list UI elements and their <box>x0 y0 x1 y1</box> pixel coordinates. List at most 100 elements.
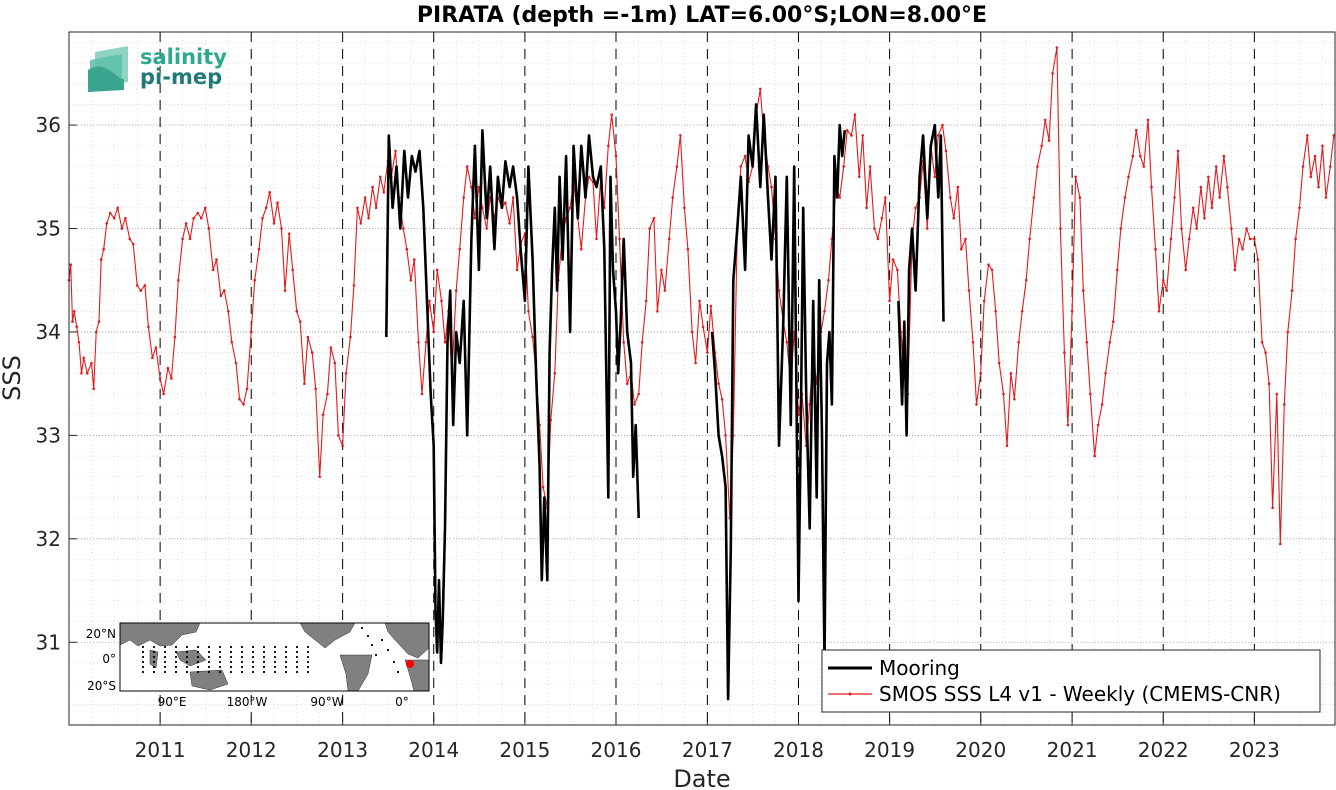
tao-buoy-dot <box>251 660 255 664</box>
tao-buoy-dot <box>163 645 167 649</box>
tao-buoy-dot <box>284 645 288 649</box>
x-tick-label: 2018 <box>773 738 824 762</box>
smos-data-point <box>1233 268 1237 272</box>
tao-buoy-dot <box>185 650 189 654</box>
y-tick-label: 31 <box>36 630 61 654</box>
tao-buoy-dot <box>218 655 222 659</box>
smos-data-point <box>166 366 170 370</box>
smos-data-point <box>326 392 329 396</box>
inset-landmass <box>119 622 201 647</box>
tao-buoy-dot <box>284 670 288 674</box>
inset-map-buoy-array <box>141 626 400 674</box>
smos-data-point <box>77 341 81 344</box>
smos-data-point <box>1051 72 1054 75</box>
inset-lon-label-180w: 180°W <box>227 695 268 709</box>
smos-data-point <box>249 330 253 334</box>
smos-data-point <box>553 372 557 375</box>
smos-data-point <box>1123 196 1127 199</box>
smos-data-point <box>1089 392 1092 396</box>
smos-data-point <box>131 242 135 246</box>
smos-data-point <box>352 284 356 287</box>
smos-data-point <box>1317 185 1320 189</box>
smos-data-point <box>1321 144 1324 148</box>
tao-buoy-dot <box>240 645 244 649</box>
smos-data-point <box>1207 175 1210 179</box>
smos-data-point <box>1024 278 1028 282</box>
smos-data-point <box>1040 144 1043 148</box>
smos-data-point <box>1104 372 1107 375</box>
smos-data-point <box>272 222 276 225</box>
inset-lat-label-20n: 20°N <box>86 627 116 641</box>
smos-data-point <box>1043 118 1047 122</box>
smos-data-point <box>261 216 264 220</box>
smos-data-point <box>349 335 352 339</box>
smos-data-point <box>1096 423 1100 427</box>
smos-data-point <box>1245 227 1248 230</box>
smos-data-point <box>314 387 318 391</box>
smos-data-point <box>952 216 956 220</box>
smos-data-point <box>1290 289 1294 292</box>
x-tick-label: 2014 <box>408 738 459 762</box>
smos-data-point <box>1082 289 1085 292</box>
smos-data-point <box>1248 237 1252 241</box>
smos-data-point <box>683 206 686 210</box>
tao-buoy-dot <box>240 665 244 669</box>
smos-data-point <box>777 289 781 292</box>
axis-layer: 31 32 33 34 35 36 2011 2012 2013 2014 2015 2016 2017… <box>36 113 1280 762</box>
smos-data-point <box>964 237 967 241</box>
tao-buoy-dot <box>295 650 299 654</box>
chart-title: PIRATA (depth =-1m) LAT=6.00°S;LON=8.00°… <box>417 3 987 28</box>
smos-data-point <box>1002 392 1005 396</box>
smos-data-point <box>941 123 944 127</box>
smos-data-point <box>196 211 200 215</box>
smos-data-point <box>417 341 420 344</box>
smos-data-point <box>207 227 211 230</box>
smos-data-point <box>173 335 177 339</box>
tao-buoy-dot <box>273 655 277 659</box>
inset-lat-label-0: 0° <box>102 652 116 666</box>
smos-data-point <box>1241 247 1244 251</box>
smos-data-point <box>1028 237 1031 241</box>
inset-landmass <box>299 622 356 649</box>
smos-data-point <box>1309 175 1313 179</box>
smos-data-point <box>743 154 747 158</box>
smos-data-point <box>394 149 397 153</box>
smos-data-point <box>158 377 162 380</box>
smos-data-point <box>303 382 306 386</box>
smos-data-point <box>135 284 139 287</box>
tao-buoy-dot <box>251 645 255 649</box>
smos-data-point <box>124 216 127 220</box>
smos-data-point <box>72 310 76 313</box>
smos-data-point <box>982 299 986 303</box>
tao-buoy-dot <box>306 645 310 649</box>
smos-data-point <box>1020 310 1024 313</box>
tao-buoy-dot <box>174 665 178 669</box>
x-tick-label: 2023 <box>1229 738 1280 762</box>
smos-data-point <box>1017 341 1020 344</box>
smos-data-point <box>344 372 348 375</box>
smos-data-point <box>1127 175 1130 179</box>
smos-data-point <box>367 216 370 220</box>
tao-buoy-dot <box>284 650 288 654</box>
x-tick-label: 2021 <box>1047 738 1098 762</box>
smos-data-point <box>242 403 245 406</box>
smos-data-point <box>614 154 618 158</box>
smos-data-point <box>876 237 880 241</box>
tao-buoy-dot <box>295 670 299 674</box>
smos-data-point <box>333 361 337 365</box>
smos-data-point <box>151 356 154 360</box>
tao-buoy-dot <box>262 660 266 664</box>
x-tick-label: 2017 <box>682 738 733 762</box>
smos-data-point <box>75 325 78 329</box>
smos-data-point <box>979 372 982 375</box>
smos-data-point <box>663 289 667 292</box>
tao-buoy-dot <box>152 650 156 654</box>
smos-data-point <box>1279 542 1282 546</box>
smos-data-point <box>443 341 447 344</box>
smos-data-point <box>949 196 952 199</box>
smos-data-point <box>648 227 651 230</box>
inset-map-border <box>119 622 430 692</box>
smos-data-point <box>1267 382 1271 386</box>
smos-data-point <box>853 113 857 116</box>
smos-data-point <box>1195 227 1198 230</box>
